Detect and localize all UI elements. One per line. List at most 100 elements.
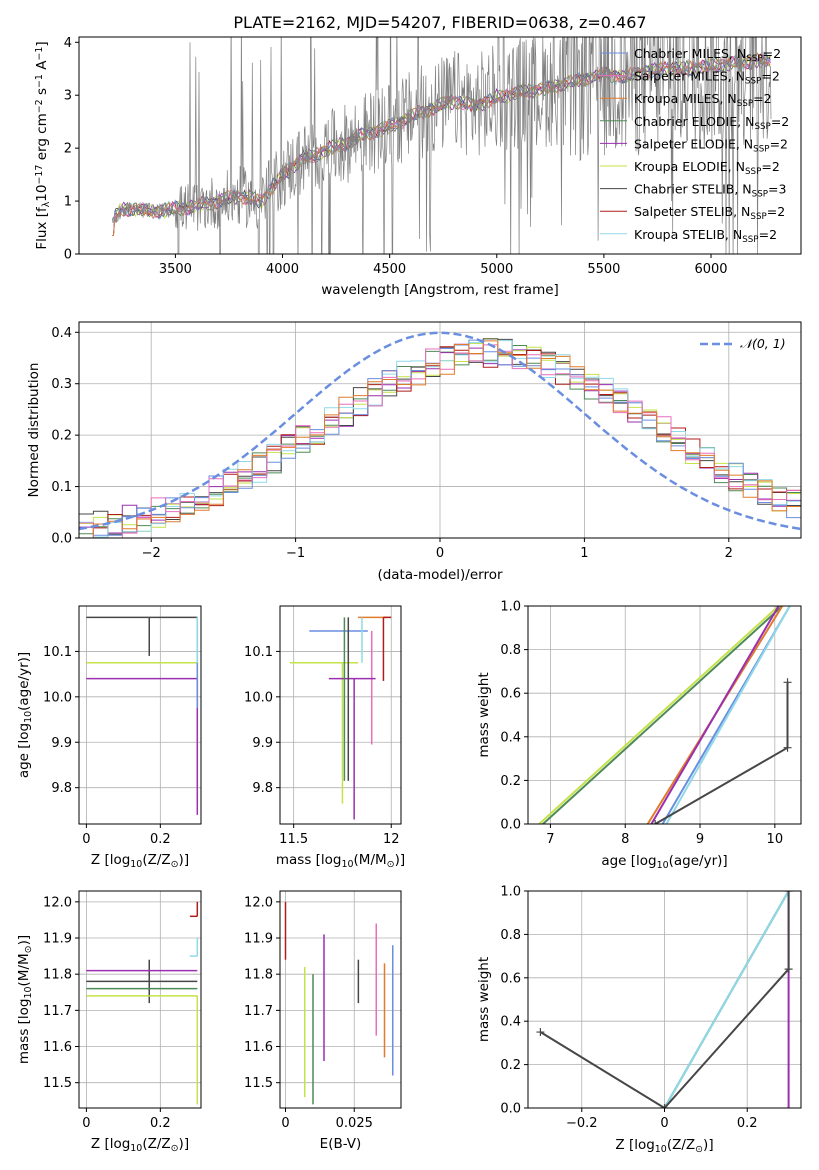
y-tick-label: 1.0 xyxy=(500,600,521,615)
y-tick-label: 3 xyxy=(64,89,72,104)
mass-weight-marker xyxy=(784,965,793,974)
legend-entry: Chabrier STELIB, NSSP=3 xyxy=(634,182,786,200)
x-tick-label: 11.5 xyxy=(279,832,308,847)
legend-entry: Chabrier ELODIE, NSSP=2 xyxy=(634,114,789,132)
mass-weight-marker xyxy=(784,891,793,895)
x-tick-label: 9 xyxy=(696,832,704,847)
x-tick-label: 0.2 xyxy=(737,1116,758,1131)
normal-distribution-curve xyxy=(79,331,801,531)
y-tick-label: 10.0 xyxy=(244,690,273,705)
plot-area-age-vs-mass xyxy=(289,616,392,820)
y-tick-label: 12.0 xyxy=(244,895,273,910)
y-tick-label: 0.4 xyxy=(500,730,521,745)
y-tick-label: 0.2 xyxy=(500,774,521,789)
legend-entry: Kroupa MILES, NSSP=2 xyxy=(634,91,772,109)
y-tick-label: 4 xyxy=(64,36,72,51)
y-tick-label: 11.9 xyxy=(244,932,273,947)
axes-frame xyxy=(78,605,202,825)
plot-area-mass-vs-ebv xyxy=(284,901,394,1105)
x-axis-label: Z [log10(Z/Z⊙)] xyxy=(91,1136,189,1154)
y-tick-label: 0.0 xyxy=(500,1102,521,1117)
x-axis-label: age [log10(age/yr)] xyxy=(601,853,727,871)
y-tick-label: 11.6 xyxy=(43,1040,72,1055)
x-tick-label: 10 xyxy=(767,832,784,847)
x-tick-label: 8 xyxy=(621,832,629,847)
y-tick-label: 0.3 xyxy=(51,377,72,392)
y-tick-label: 0.6 xyxy=(500,687,521,702)
y-axis-label: mass [log10(M/M⊙)] xyxy=(16,935,34,1064)
panel-mass-vs-ebv: 0 0.025 11.5 11.6 11.7 11.8 11.9 12.0 E(B-V) xyxy=(244,890,402,1152)
y-tick-label: 9.8 xyxy=(51,781,72,796)
x-tick-label: 4500 xyxy=(373,262,406,277)
axes-frame xyxy=(279,890,402,1109)
y-tick-label: 0.6 xyxy=(500,971,521,986)
y-tick-label: 0.1 xyxy=(51,480,72,495)
mass-weight-line xyxy=(539,891,790,1108)
y-tick-label: 11.8 xyxy=(244,968,273,983)
y-tick-label: 10.1 xyxy=(244,645,273,660)
panel-weight-vs-age: 7 8 9 10 0.0 0.2 0.4 0.6 0.8 1.0 age [log10(age/yr… xyxy=(476,600,802,871)
x-tick-label: −2 xyxy=(142,546,161,561)
x-tick-label: 1 xyxy=(580,546,588,561)
plot-area-residuals xyxy=(79,331,801,538)
x-axis-label: E(B-V) xyxy=(320,1136,362,1152)
x-tick-label: 0 xyxy=(436,546,444,561)
x-tick-label: 0 xyxy=(660,1116,668,1131)
x-axis-label: wavelength [Angstrom, rest frame] xyxy=(321,282,559,298)
residual-histogram-line xyxy=(79,340,801,538)
y-tick-label: 1.0 xyxy=(500,885,521,900)
y-tick-label: 0 xyxy=(64,248,72,263)
panel-age-vs-z: 0 0.2 9.8 9.9 10.0 10.1 Z [log10(Z/Z⊙)] age [lo… xyxy=(16,605,202,870)
legend-entry: Salpeter MILES, NSSP=2 xyxy=(634,69,780,87)
mass-weight-line xyxy=(663,891,790,1108)
y-tick-label: 11.9 xyxy=(43,932,72,947)
y-tick-label: 0.2 xyxy=(51,429,72,444)
legend-entry: Kroupa STELIB, NSSP=2 xyxy=(634,227,777,245)
y-tick-label: 10.0 xyxy=(43,690,72,705)
y-tick-label: 0.8 xyxy=(500,643,521,658)
y-tick-label: 11.5 xyxy=(43,1076,72,1091)
y-tick-label: 12.0 xyxy=(43,895,72,910)
y-tick-label: 0.0 xyxy=(51,532,72,547)
y-tick-label: 0.0 xyxy=(500,818,521,833)
y-axis-label: mass weight xyxy=(476,957,492,1042)
panel-mass-vs-z: 0 0.2 11.5 11.6 11.7 11.8 11.9 12.0 Z [log10(Z/Z… xyxy=(16,890,202,1154)
x-tick-label: 0 xyxy=(281,1116,289,1131)
plot-area-spectrum xyxy=(111,37,772,254)
y-axis-label: Normed distribution xyxy=(26,363,42,498)
x-axis-label: Z [log10(Z/Z⊙)] xyxy=(615,1137,713,1155)
axes-frame xyxy=(279,605,402,825)
axes-frame xyxy=(78,36,802,255)
mass-weight-marker xyxy=(536,1028,545,1037)
panel-residuals: −2 −1 0 1 2 0.0 0.1 0.2 0.3 0.4 (data-model)/error… xyxy=(26,321,802,583)
y-tick-label: 11.7 xyxy=(43,1004,72,1019)
x-tick-label: 2 xyxy=(725,546,733,561)
y-axis-label: mass weight xyxy=(476,672,492,757)
panel-age-vs-mass: 11.5 12 9.8 9.9 10.0 10.1 mass [log10(M/M⊙)] xyxy=(244,605,405,870)
x-tick-label: 0 xyxy=(82,1116,90,1131)
x-tick-label: 4000 xyxy=(266,262,299,277)
y-tick-label: 0.4 xyxy=(51,326,72,341)
y-tick-label: 0.8 xyxy=(500,928,521,943)
x-axis-label: (data-model)/error xyxy=(377,567,503,583)
x-tick-label: 0.2 xyxy=(150,832,171,847)
x-tick-label: 0.025 xyxy=(336,1116,373,1131)
x-axis-label: Z [log10(Z/Z⊙)] xyxy=(91,852,189,870)
x-tick-label: 5500 xyxy=(587,262,620,277)
plot-area-mass-vs-z xyxy=(86,901,199,1105)
y-tick-label: 2 xyxy=(64,142,72,157)
x-tick-label: 3500 xyxy=(159,262,192,277)
y-tick-label: 10.1 xyxy=(43,645,72,660)
x-tick-label: −1 xyxy=(286,546,305,561)
axes-frame xyxy=(527,890,802,1109)
x-tick-label: 12 xyxy=(383,832,400,847)
mass-weight-marker xyxy=(651,820,660,824)
y-tick-label: 1 xyxy=(64,195,72,210)
panel-spectrum: 3500 4000 4500 5000 5500 6000 0 1 2 3 4 wavelength … xyxy=(34,36,802,298)
legend-entry: 𝒩(0, 1) xyxy=(740,336,786,351)
axes-frame xyxy=(527,605,802,825)
y-tick-label: 9.9 xyxy=(252,736,273,751)
mass-weight-marker xyxy=(783,743,792,752)
figure-title: PLATE=2162, MJD=54207, FIBERID=0638, z=0… xyxy=(233,13,646,32)
